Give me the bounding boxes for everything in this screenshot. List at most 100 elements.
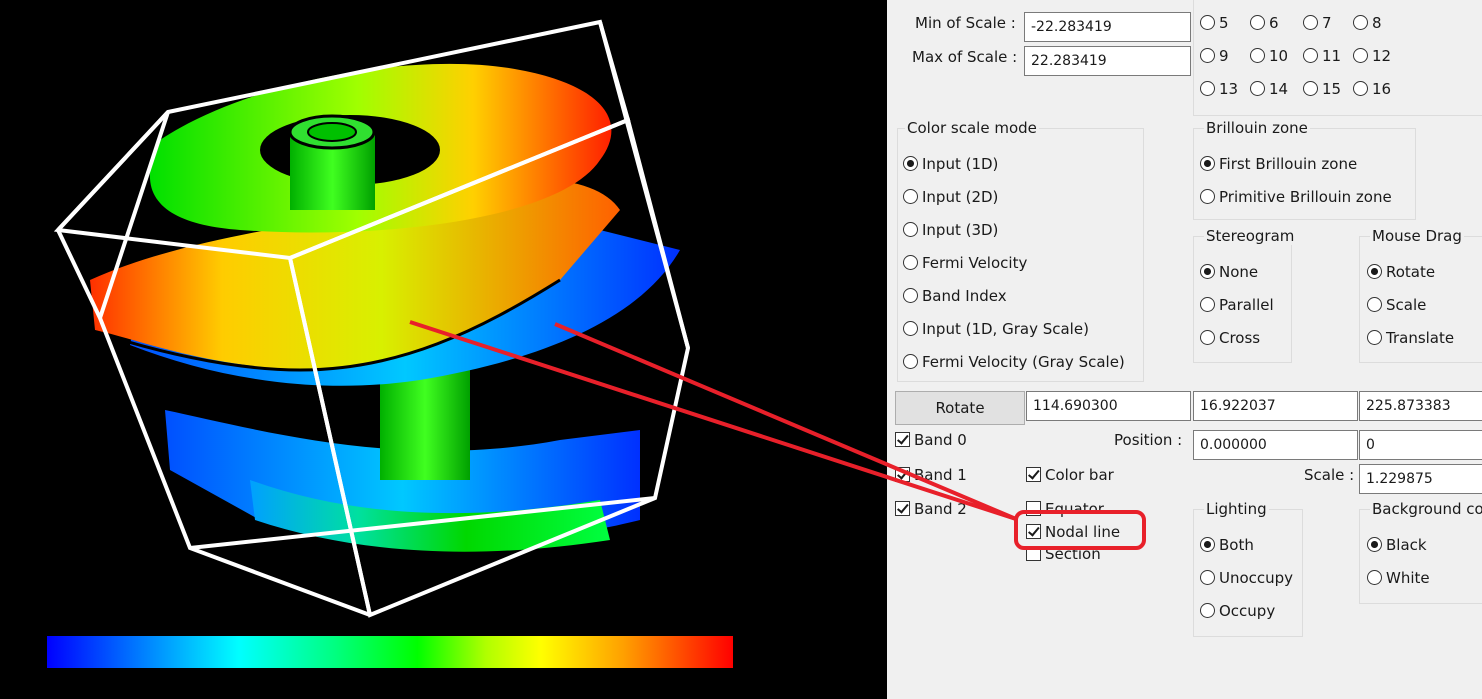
radio-icon <box>1200 189 1215 204</box>
radio-icon <box>1353 48 1368 63</box>
scale-label: Scale : <box>1304 466 1355 484</box>
band-radio-9[interactable]: 9 <box>1200 47 1229 65</box>
band-radio-15[interactable]: 15 <box>1303 80 1341 98</box>
checkbox-icon-checked <box>895 432 910 447</box>
fermi-surface-render[interactable] <box>0 0 887 699</box>
brillouin-zone-title: Brillouin zone <box>1204 119 1310 137</box>
radio-icon <box>1250 48 1265 63</box>
background-color-group <box>1359 509 1482 604</box>
stereogram-title: Stereogram <box>1204 227 1294 245</box>
radio-icon <box>1303 15 1318 30</box>
fermi-surface-viewport[interactable] <box>0 0 887 699</box>
radio-icon <box>1303 48 1318 63</box>
radio-icon <box>1367 570 1382 585</box>
rotate-z-input[interactable]: 225.873383 <box>1359 391 1482 421</box>
radio-icon <box>1250 15 1265 30</box>
radio-icon <box>1353 15 1368 30</box>
radio-icon <box>1367 297 1382 312</box>
radio-stereo-parallel[interactable]: Parallel <box>1200 296 1274 314</box>
band-radio-10[interactable]: 10 <box>1250 47 1288 65</box>
radio-icon <box>1200 81 1215 96</box>
min-scale-input[interactable]: -22.283419 <box>1024 12 1191 42</box>
radio-icon <box>903 288 918 303</box>
band-radio-6[interactable]: 6 <box>1250 14 1279 32</box>
radio-bg-black[interactable]: Black <box>1367 536 1427 554</box>
band-radio-13[interactable]: 13 <box>1200 80 1238 98</box>
radio-stereo-cross[interactable]: Cross <box>1200 329 1260 347</box>
top-cylinder-inner <box>307 122 357 142</box>
radio-icon <box>1367 330 1382 345</box>
position-y-input[interactable]: 0 <box>1359 430 1482 460</box>
radio-icon-selected <box>1200 156 1215 171</box>
radio-icon-selected <box>1367 537 1382 552</box>
radio-input-1d[interactable]: Input (1D) <box>903 155 998 173</box>
max-scale-input[interactable]: 22.283419 <box>1024 46 1191 76</box>
radio-input-1d-gray[interactable]: Input (1D, Gray Scale) <box>903 320 1089 338</box>
radio-icon <box>1200 330 1215 345</box>
checkbox-icon-checked <box>1026 524 1041 539</box>
lighting-title: Lighting <box>1204 500 1269 518</box>
band-2-checkbox[interactable]: Band 2 <box>895 500 967 518</box>
radio-icon-selected <box>1200 264 1215 279</box>
checkbox-icon-checked <box>895 467 910 482</box>
band-middle-yellow <box>90 179 620 370</box>
radio-lighting-both[interactable]: Both <box>1200 536 1254 554</box>
mouse-drag-title: Mouse Drag <box>1370 227 1464 245</box>
band-radio-7[interactable]: 7 <box>1303 14 1332 32</box>
radio-icon <box>1200 603 1215 618</box>
band-radio-11[interactable]: 11 <box>1303 47 1341 65</box>
band-radio-14[interactable]: 14 <box>1250 80 1288 98</box>
position-x-input[interactable]: 0.000000 <box>1193 430 1358 460</box>
radio-drag-rotate[interactable]: Rotate <box>1367 263 1435 281</box>
band-1-checkbox[interactable]: Band 1 <box>895 466 967 484</box>
radio-input-2d[interactable]: Input (2D) <box>903 188 998 206</box>
control-panel: Min of Scale : -22.283419 Max of Scale :… <box>887 0 1482 699</box>
radio-drag-translate[interactable]: Translate <box>1367 329 1454 347</box>
radio-primitive-bz[interactable]: Primitive Brillouin zone <box>1200 188 1392 206</box>
band-radio-12[interactable]: 12 <box>1353 47 1391 65</box>
radio-icon <box>1303 81 1318 96</box>
scale-input[interactable]: 1.229875 <box>1359 464 1482 494</box>
radio-input-3d[interactable]: Input (3D) <box>903 221 998 239</box>
radio-icon <box>903 354 918 369</box>
brillouin-zone-group <box>1193 128 1416 220</box>
radio-icon <box>1353 81 1368 96</box>
color-bar <box>47 636 733 668</box>
radio-drag-scale[interactable]: Scale <box>1367 296 1426 314</box>
band-0-checkbox[interactable]: Band 0 <box>895 431 967 449</box>
radio-icon <box>1200 297 1215 312</box>
radio-icon-selected <box>1367 264 1382 279</box>
radio-icon <box>1250 81 1265 96</box>
band-radio-16[interactable]: 16 <box>1353 80 1391 98</box>
radio-lighting-unoccupy[interactable]: Unoccupy <box>1200 569 1293 587</box>
rotate-x-input[interactable]: 114.690300 <box>1026 391 1191 421</box>
nodal-line-checkbox[interactable]: Nodal line <box>1026 523 1120 541</box>
checkbox-icon-checked <box>895 501 910 516</box>
checkbox-icon-checked <box>1026 467 1041 482</box>
nodal-line-highlight <box>1014 510 1146 550</box>
radio-icon <box>903 189 918 204</box>
radio-first-bz[interactable]: First Brillouin zone <box>1200 155 1357 173</box>
radio-icon <box>1200 48 1215 63</box>
rotate-y-input[interactable]: 16.922037 <box>1193 391 1358 421</box>
band-select-group <box>1193 0 1482 116</box>
background-color-title: Background color <box>1370 500 1482 518</box>
radio-icon <box>903 222 918 237</box>
radio-band-index[interactable]: Band Index <box>903 287 1007 305</box>
radio-icon-selected <box>1200 537 1215 552</box>
radio-icon-selected <box>903 156 918 171</box>
radio-fermi-velocity[interactable]: Fermi Velocity <box>903 254 1027 272</box>
max-scale-label: Max of Scale : <box>912 48 1018 66</box>
min-scale-label: Min of Scale : <box>915 14 1016 32</box>
radio-icon <box>1200 570 1215 585</box>
band-radio-5[interactable]: 5 <box>1200 14 1229 32</box>
rotate-button[interactable]: Rotate <box>895 391 1025 425</box>
radio-icon <box>903 255 918 270</box>
band-radio-8[interactable]: 8 <box>1353 14 1382 32</box>
color-bar-checkbox[interactable]: Color bar <box>1026 466 1114 484</box>
radio-icon <box>903 321 918 336</box>
radio-stereo-none[interactable]: None <box>1200 263 1258 281</box>
radio-bg-white[interactable]: White <box>1367 569 1430 587</box>
radio-lighting-occupy[interactable]: Occupy <box>1200 602 1275 620</box>
radio-fermi-velocity-gray[interactable]: Fermi Velocity (Gray Scale) <box>903 353 1125 371</box>
